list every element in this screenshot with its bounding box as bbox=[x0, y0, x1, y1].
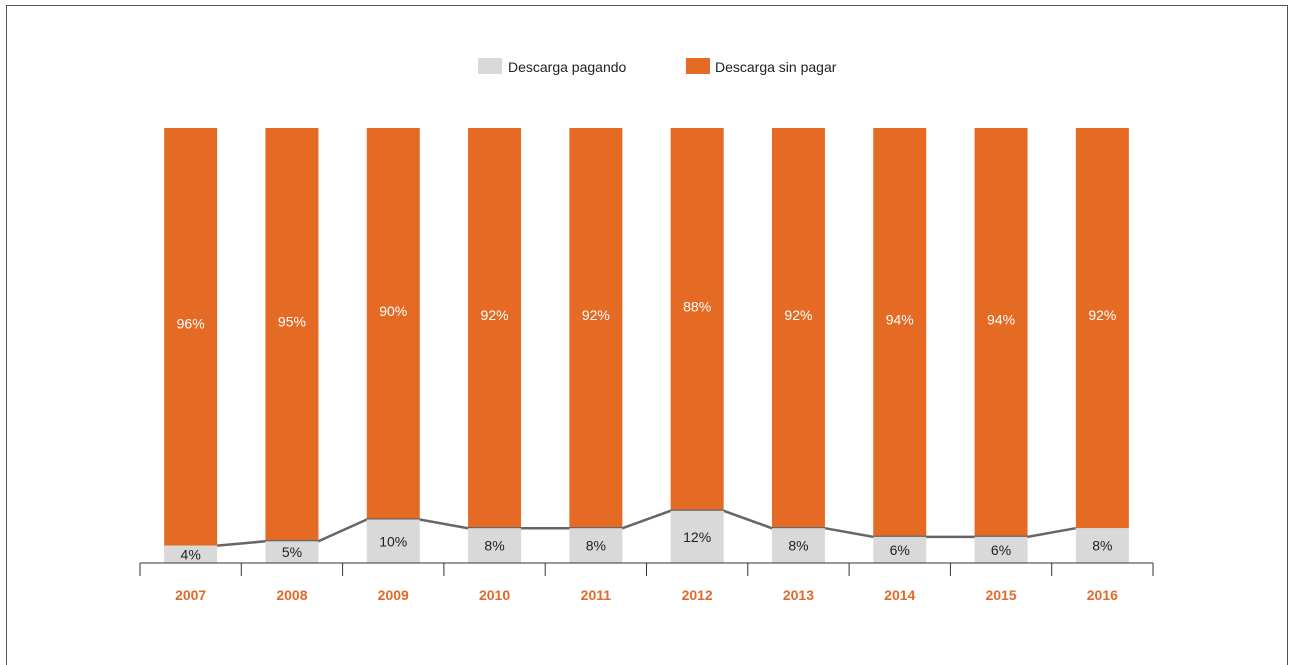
bar-pagando-2012 bbox=[670, 510, 724, 563]
x-tick-label-2015: 2015 bbox=[985, 587, 1016, 603]
bar-pagando-2009 bbox=[366, 519, 420, 563]
bar-sin-pagar-2014 bbox=[873, 128, 927, 537]
x-tick-label-2007: 2007 bbox=[175, 587, 206, 603]
value-label-pagando-2008: 5% bbox=[282, 544, 302, 560]
bar-top-cap-2010 bbox=[468, 528, 522, 532]
bar-sin-pagar-2016 bbox=[1075, 128, 1129, 529]
bar-top-cap-2014 bbox=[873, 536, 927, 540]
x-tick-label-2009: 2009 bbox=[378, 587, 409, 603]
bar-pagando-2015 bbox=[974, 536, 1028, 563]
value-label-sin-pagar-2016: 92% bbox=[1088, 307, 1116, 323]
legend-swatch-descarga-sin-pagar bbox=[686, 58, 710, 74]
bar-pagando-2013 bbox=[771, 528, 825, 563]
bar-top-cap-2012 bbox=[670, 510, 724, 514]
chart-frame bbox=[6, 5, 1288, 665]
bar-pagando-2010 bbox=[468, 528, 522, 563]
x-tick-label-2014: 2014 bbox=[884, 587, 915, 603]
bar-sin-pagar-2009 bbox=[366, 128, 420, 520]
x-tick-label-2016: 2016 bbox=[1087, 587, 1118, 603]
bar-sin-pagar-2013 bbox=[771, 128, 825, 529]
bar-top-cap-2011 bbox=[569, 528, 623, 532]
bar-sin-pagar-2008 bbox=[265, 128, 319, 542]
bar-sin-pagar-2011 bbox=[569, 128, 623, 529]
trend-line-group bbox=[164, 509, 1129, 549]
x-tick-label-2008: 2008 bbox=[276, 587, 307, 603]
bar-top-cap-2009 bbox=[366, 519, 420, 523]
bar-top-cap-2008 bbox=[265, 541, 319, 545]
bar-top-cap-2016 bbox=[1075, 528, 1129, 532]
bar-sin-pagar-2012 bbox=[670, 128, 724, 511]
legend-label-descarga-pagando: Descarga pagando bbox=[508, 59, 627, 75]
value-label-pagando-2016: 8% bbox=[1092, 538, 1112, 554]
value-label-sin-pagar-2007: 96% bbox=[177, 315, 205, 331]
bar-top-cap-2015 bbox=[974, 536, 1028, 540]
x-axis: 2007 2008 2009 2010 2011 2012 2013 2014 2015 2016 bbox=[139, 562, 1154, 603]
value-label-sin-pagar-2010: 92% bbox=[481, 307, 509, 323]
bar-sin-pagar-2010 bbox=[468, 128, 522, 529]
bars-group bbox=[164, 128, 1129, 563]
value-label-pagando-2012: 12% bbox=[683, 529, 711, 545]
value-label-sin-pagar-2012: 88% bbox=[683, 299, 711, 315]
value-label-pagando-2010: 8% bbox=[484, 538, 504, 554]
value-label-sin-pagar-2013: 92% bbox=[784, 307, 812, 323]
value-label-pagando-2009: 10% bbox=[379, 533, 407, 549]
value-labels-group: 96% 4% 95% 5% 90% 10% 92% 8% 92% 8% 88% 12% 92% 8% 94%… bbox=[177, 299, 1117, 563]
legend: Descarga pagando Descarga sin pagar bbox=[478, 58, 837, 75]
bar-pagando-2011 bbox=[569, 528, 623, 563]
value-label-pagando-2015: 6% bbox=[991, 542, 1011, 558]
bar-sin-pagar-2007 bbox=[164, 128, 218, 546]
value-label-sin-pagar-2009: 90% bbox=[379, 303, 407, 319]
legend-label-descarga-sin-pagar: Descarga sin pagar bbox=[715, 59, 837, 75]
x-tick-label-2010: 2010 bbox=[479, 587, 510, 603]
bar-top-cap-2013 bbox=[771, 528, 825, 532]
bar-pagando-2014 bbox=[873, 536, 927, 563]
bar-pagando-2008 bbox=[265, 541, 319, 563]
x-tick-label-2012: 2012 bbox=[682, 587, 713, 603]
bar-sin-pagar-2015 bbox=[974, 128, 1028, 537]
value-label-pagando-2007: 4% bbox=[181, 546, 201, 562]
value-label-pagando-2011: 8% bbox=[586, 538, 606, 554]
legend-swatch-descarga-pagando bbox=[478, 58, 502, 74]
value-label-pagando-2014: 6% bbox=[890, 542, 910, 558]
x-tick-label-2013: 2013 bbox=[783, 587, 814, 603]
bar-overlay bbox=[164, 510, 1129, 549]
value-label-pagando-2013: 8% bbox=[788, 538, 808, 554]
bar-top-cap-2007 bbox=[164, 545, 218, 549]
bar-pagando-2007 bbox=[164, 545, 218, 563]
trend-line-pagando bbox=[217, 509, 1077, 547]
bar-pagando-2016 bbox=[1075, 528, 1129, 563]
value-label-sin-pagar-2015: 94% bbox=[987, 311, 1015, 327]
value-label-sin-pagar-2014: 94% bbox=[886, 311, 914, 327]
stacked-bar-chart: Descarga pagando Descarga sin pagar 96% 4… bbox=[139, 58, 1154, 603]
value-label-sin-pagar-2008: 95% bbox=[278, 313, 306, 329]
value-label-sin-pagar-2011: 92% bbox=[582, 307, 610, 323]
x-tick-label-2011: 2011 bbox=[581, 587, 612, 603]
